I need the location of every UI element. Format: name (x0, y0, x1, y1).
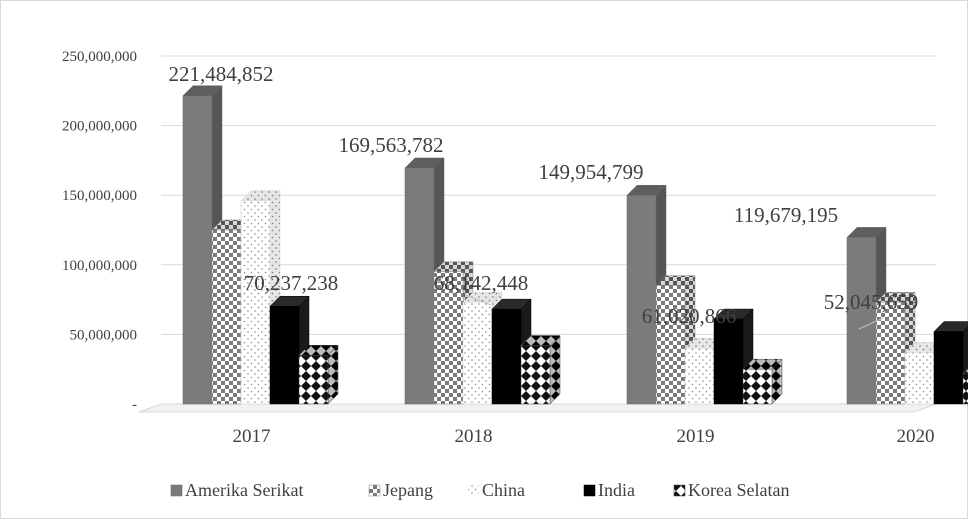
legend: Amerika Serikat Jepang China India Korea Sel… (170, 480, 789, 500)
label-leader-line (858, 317, 884, 330)
legend-label: India (598, 480, 635, 500)
data-label-amerika-serikat-2019: 149,954,799 (539, 160, 644, 184)
data-label-india-2020: 52,045,659 (824, 290, 919, 314)
legend-swatch (170, 484, 183, 497)
data-labels: 221,484,852 169,563,782 149,954,799 119,679… (169, 62, 919, 330)
data-label-india-2018: 68,142,448 (434, 271, 529, 295)
x-tick-label: 2020 (897, 426, 935, 447)
data-label-amerika-serikat-2017: 221,484,852 (169, 62, 274, 86)
x-tick-label: 2018 (455, 426, 493, 447)
x-tick-label: 2019 (677, 426, 715, 447)
data-label-india-2019: 61,020,866 (642, 304, 737, 328)
label-leader-line (464, 294, 492, 306)
legend-swatch (368, 484, 381, 497)
data-label-india-2017: 70,237,238 (244, 271, 339, 295)
data-label-amerika-serikat-2018: 169,563,782 (339, 133, 444, 157)
y-tick-label: 150,000,000 (62, 188, 137, 204)
legend-item-korea-selatan: Korea Selatan (673, 480, 789, 500)
data-label-amerika-serikat-2020: 119,679,195 (734, 203, 838, 227)
legend-label: Korea Selatan (688, 480, 789, 500)
bar-amerika-serikat-2020 (846, 226, 887, 405)
y-tick-label: - (132, 397, 137, 413)
legend-item-india: India (583, 480, 635, 500)
y-tick-label: 50,000,000 (70, 327, 138, 343)
legend-label: Amerika Serikat (185, 480, 303, 500)
y-tick-label: 250,000,000 (62, 49, 137, 65)
y-tick-label: 200,000,000 (62, 119, 137, 135)
legend-swatch (583, 484, 596, 497)
legend-swatch (467, 484, 480, 497)
legend-item-jepang: Jepang (368, 480, 433, 500)
bar-korea-selatan-2018 (520, 334, 561, 405)
bars (182, 85, 968, 405)
legend-item-amerika-serikat: Amerika Serikat (170, 480, 303, 500)
x-axis: 2017 2018 2019 2020 (233, 426, 935, 447)
bar-korea-selatan-2019 (742, 358, 783, 405)
bar-jepang-2019 (655, 275, 696, 405)
bar-korea-selatan-2020 (962, 368, 968, 405)
y-axis: - 50,000,000 100,000,000 150,000,000 200,000… (62, 49, 137, 413)
legend-swatch (673, 484, 686, 497)
legend-label: Jepang (383, 480, 433, 500)
bar-india-2019 (713, 308, 754, 405)
x-tick-label: 2017 (233, 426, 271, 447)
floor (138, 403, 937, 413)
legend-item-china: China (467, 480, 525, 500)
y-tick-label: 100,000,000 (62, 258, 137, 274)
bar-korea-selatan-2017 (298, 344, 339, 405)
legend-label: China (482, 480, 525, 500)
